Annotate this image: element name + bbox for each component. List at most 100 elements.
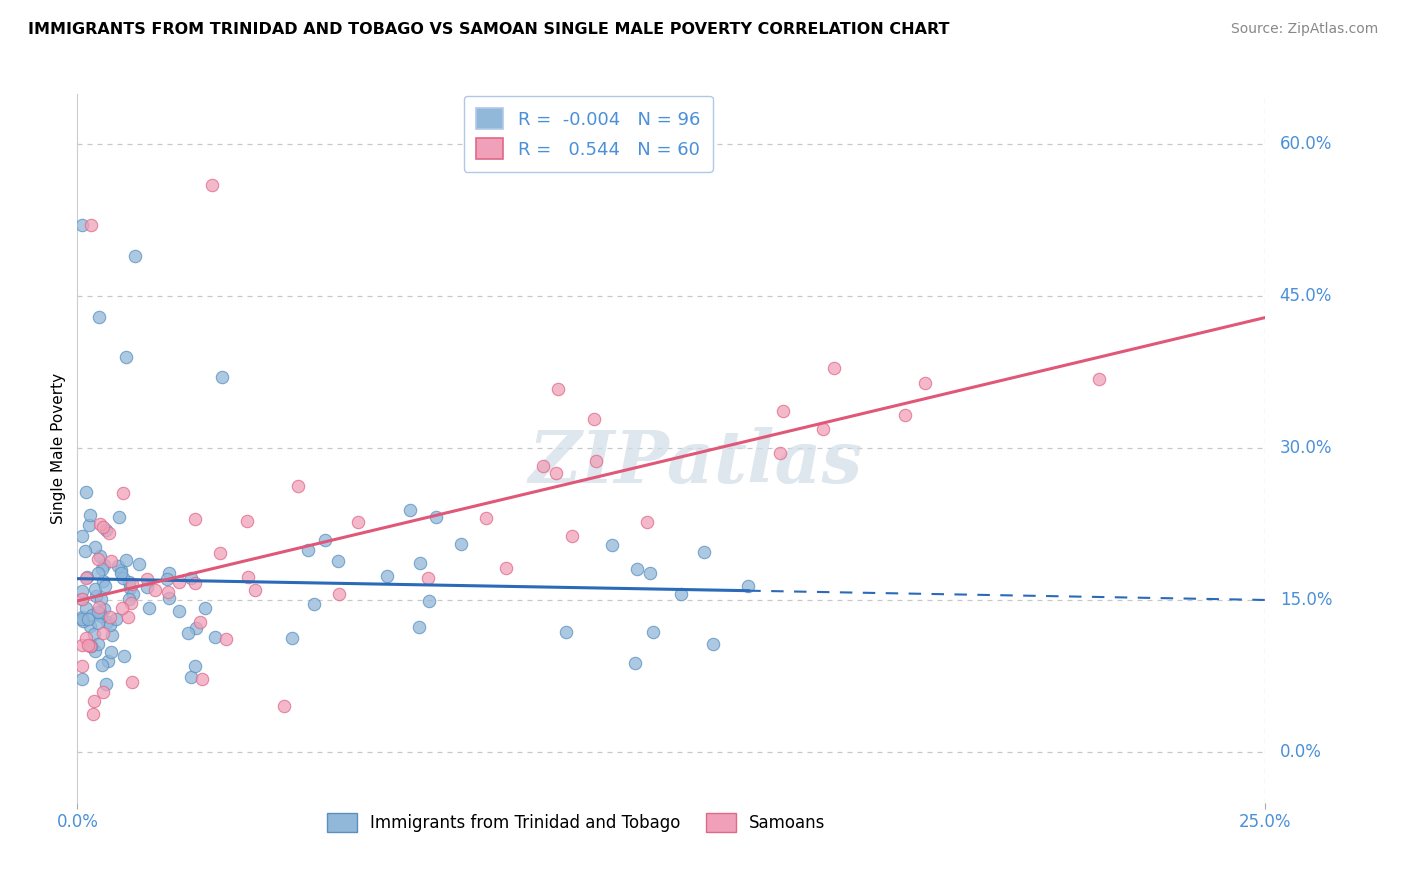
Point bbox=[86, 566, 108, 580]
Point bbox=[70, 609, 93, 624]
Point bbox=[156, 572, 179, 586]
Point bbox=[914, 376, 936, 390]
Point bbox=[90, 609, 112, 624]
Point bbox=[93, 601, 115, 615]
Point bbox=[80, 219, 103, 233]
Point bbox=[87, 552, 110, 566]
Point bbox=[98, 609, 121, 624]
Point bbox=[547, 382, 569, 396]
Text: 45.0%: 45.0% bbox=[1279, 287, 1331, 305]
Point bbox=[184, 512, 207, 526]
Point bbox=[107, 559, 129, 574]
Point bbox=[73, 544, 96, 558]
Point bbox=[91, 574, 114, 589]
Point bbox=[600, 538, 623, 552]
Point bbox=[120, 581, 142, 595]
Text: 15.0%: 15.0% bbox=[1279, 591, 1331, 609]
Point bbox=[115, 350, 138, 364]
Point bbox=[135, 572, 157, 586]
Point bbox=[118, 592, 141, 607]
Point bbox=[114, 552, 136, 566]
Point bbox=[80, 607, 103, 622]
Point bbox=[75, 571, 97, 585]
Point bbox=[416, 571, 439, 585]
Point bbox=[79, 640, 101, 654]
Point bbox=[626, 561, 648, 575]
Point bbox=[91, 625, 114, 640]
Point bbox=[314, 533, 336, 548]
Point bbox=[75, 631, 97, 645]
Legend: Immigrants from Trinidad and Tobago, Samoans: Immigrants from Trinidad and Tobago, Sam… bbox=[319, 805, 834, 840]
Point bbox=[157, 591, 180, 605]
Point bbox=[83, 626, 105, 640]
Point bbox=[98, 526, 121, 541]
Point bbox=[84, 589, 107, 603]
Point bbox=[184, 659, 207, 673]
Point bbox=[669, 587, 692, 601]
Point bbox=[79, 619, 101, 633]
Point bbox=[110, 563, 132, 577]
Point bbox=[475, 511, 498, 525]
Point bbox=[180, 571, 202, 585]
Point bbox=[273, 699, 295, 714]
Point bbox=[287, 479, 309, 493]
Point bbox=[90, 591, 112, 606]
Point bbox=[101, 627, 124, 641]
Point bbox=[209, 546, 232, 560]
Point bbox=[94, 677, 117, 691]
Point bbox=[347, 515, 370, 529]
Point bbox=[328, 587, 350, 601]
Point bbox=[94, 523, 117, 537]
Point bbox=[72, 614, 94, 628]
Point bbox=[236, 514, 259, 528]
Point bbox=[280, 631, 302, 645]
Point bbox=[91, 685, 114, 699]
Text: 0.0%: 0.0% bbox=[1279, 743, 1322, 761]
Point bbox=[121, 577, 143, 591]
Point bbox=[811, 422, 834, 436]
Point bbox=[70, 612, 93, 626]
Point bbox=[157, 566, 180, 580]
Point bbox=[215, 632, 238, 647]
Point bbox=[772, 404, 794, 418]
Point bbox=[204, 631, 226, 645]
Point bbox=[89, 599, 111, 614]
Point bbox=[184, 621, 207, 635]
Point bbox=[138, 601, 160, 615]
Point bbox=[245, 582, 267, 597]
Point bbox=[375, 569, 398, 583]
Point bbox=[83, 693, 105, 707]
Point bbox=[79, 508, 101, 523]
Point bbox=[75, 601, 97, 615]
Point bbox=[75, 485, 97, 500]
Point bbox=[87, 616, 110, 631]
Point bbox=[70, 638, 93, 652]
Point bbox=[297, 543, 319, 558]
Point bbox=[112, 648, 135, 663]
Point bbox=[823, 360, 845, 375]
Point bbox=[96, 615, 118, 629]
Point bbox=[544, 467, 567, 481]
Point bbox=[121, 675, 143, 690]
Point bbox=[425, 510, 447, 524]
Point bbox=[70, 591, 93, 606]
Point bbox=[194, 600, 217, 615]
Point bbox=[450, 537, 472, 551]
Point bbox=[89, 516, 111, 531]
Point bbox=[100, 645, 122, 659]
Point bbox=[561, 529, 583, 543]
Point bbox=[533, 458, 555, 473]
Point bbox=[70, 219, 93, 233]
Point bbox=[87, 605, 110, 619]
Point bbox=[167, 575, 190, 590]
Point bbox=[94, 578, 117, 592]
Point bbox=[84, 540, 107, 554]
Text: 60.0%: 60.0% bbox=[1279, 136, 1331, 153]
Point bbox=[76, 611, 98, 625]
Point bbox=[302, 597, 325, 611]
Point bbox=[135, 580, 157, 594]
Point bbox=[104, 612, 127, 626]
Point bbox=[418, 594, 440, 608]
Point bbox=[120, 596, 142, 610]
Point bbox=[555, 625, 578, 640]
